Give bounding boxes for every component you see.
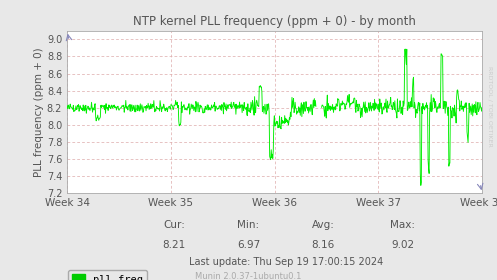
Text: 6.97: 6.97 bbox=[237, 240, 260, 250]
Text: Cur:: Cur: bbox=[163, 220, 185, 230]
Text: 8.21: 8.21 bbox=[163, 240, 185, 250]
Text: Avg:: Avg: bbox=[312, 220, 334, 230]
Legend: pll-freq: pll-freq bbox=[68, 270, 147, 280]
Title: NTP kernel PLL frequency (ppm + 0) - by month: NTP kernel PLL frequency (ppm + 0) - by … bbox=[133, 15, 416, 28]
Y-axis label: PLL frequency (ppm + 0): PLL frequency (ppm + 0) bbox=[34, 47, 44, 177]
Text: 9.02: 9.02 bbox=[391, 240, 414, 250]
Text: 8.16: 8.16 bbox=[312, 240, 334, 250]
Text: Munin 2.0.37-1ubuntu0.1: Munin 2.0.37-1ubuntu0.1 bbox=[195, 272, 302, 280]
Text: Min:: Min: bbox=[238, 220, 259, 230]
Text: Last update: Thu Sep 19 17:00:15 2024: Last update: Thu Sep 19 17:00:15 2024 bbox=[189, 256, 383, 267]
Text: Max:: Max: bbox=[390, 220, 415, 230]
Text: RRDTOOL / TOBI OETIKER: RRDTOOL / TOBI OETIKER bbox=[487, 66, 492, 147]
